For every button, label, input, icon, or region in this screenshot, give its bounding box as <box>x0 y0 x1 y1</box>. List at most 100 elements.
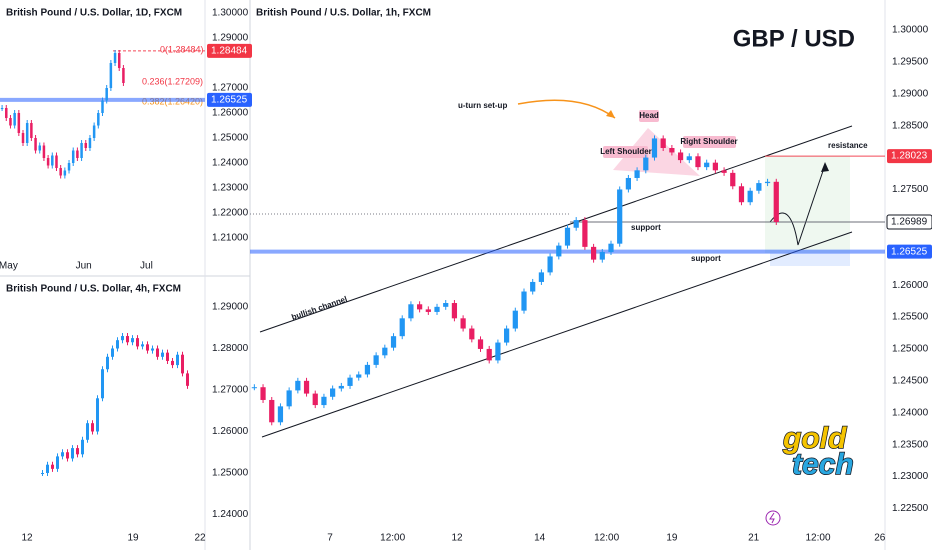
candle <box>171 360 174 366</box>
candle <box>56 456 59 469</box>
candle <box>41 472 44 474</box>
y-tick-label: 1.29000 <box>892 88 929 99</box>
candle <box>131 338 134 343</box>
candle <box>495 342 501 361</box>
candle <box>764 181 771 184</box>
annotation: support <box>691 254 721 263</box>
candle <box>91 423 94 432</box>
candle <box>156 348 159 357</box>
x-tick-label: 26 <box>874 533 886 544</box>
candle <box>151 348 154 351</box>
candle <box>390 336 397 348</box>
candle <box>486 348 492 361</box>
candle <box>330 388 336 397</box>
chart-title: British Pound / U.S. Dollar, 1D, FXCM <box>6 8 182 19</box>
fib-label: 0(1.28484) <box>160 44 204 54</box>
projection-arrowhead <box>821 162 829 172</box>
annotation: Right Shoulder <box>680 137 737 146</box>
x-tick-label: 14 <box>534 533 546 544</box>
candle <box>686 156 692 161</box>
x-tick-label: 7 <box>327 533 333 544</box>
candle <box>96 398 99 432</box>
symbol-label: GBP / USD <box>733 25 855 52</box>
candle <box>408 304 414 319</box>
candle <box>116 340 119 349</box>
candle <box>417 304 423 310</box>
x-tick-label: 12:00 <box>806 533 831 544</box>
candle <box>625 177 631 190</box>
y-tick-label: 1.30000 <box>892 25 929 36</box>
candle <box>425 309 431 312</box>
candle <box>51 464 54 469</box>
logo-gold: gold <box>782 422 847 455</box>
candle <box>38 145 41 151</box>
x-tick-label: 22 <box>194 533 206 544</box>
x-tick-label: May <box>0 261 18 272</box>
chart-title: British Pound / U.S. Dollar, 4h, FXCM <box>6 284 181 295</box>
candle <box>113 53 117 63</box>
candle <box>634 170 640 178</box>
y-tick-label: 1.27500 <box>892 184 929 195</box>
uturn-arrow <box>517 99 616 119</box>
candle <box>25 123 29 143</box>
candle <box>669 147 675 153</box>
candle <box>117 53 121 68</box>
alert-bolt <box>769 512 775 524</box>
candle <box>443 303 449 307</box>
candle <box>80 143 83 158</box>
candle <box>773 181 779 222</box>
candle <box>590 246 597 260</box>
label-box <box>603 146 648 158</box>
price-tag-label: 1.28484 <box>211 46 248 57</box>
candle <box>67 163 71 171</box>
candle <box>121 336 124 341</box>
candle <box>13 113 16 126</box>
y-tick-label: 1.22000 <box>212 208 249 219</box>
candle <box>101 369 104 399</box>
candle <box>111 348 114 357</box>
candle <box>97 113 100 126</box>
candle <box>364 364 371 375</box>
x-tick-label: 12 <box>21 533 33 544</box>
y-tick-label: 1.22500 <box>892 503 929 514</box>
candle <box>547 256 553 273</box>
y-tick-label: 1.23000 <box>212 183 249 194</box>
candle <box>469 328 475 340</box>
y-tick-label: 1.24000 <box>212 509 249 520</box>
candle <box>460 318 466 329</box>
resistance-zone <box>765 156 850 253</box>
y-tick-label: 1.29000 <box>212 302 249 313</box>
y-tick-label: 1.29500 <box>892 57 929 68</box>
y-tick-label: 1.25000 <box>212 133 249 144</box>
candle <box>59 168 62 176</box>
y-tick-label: 1.26000 <box>212 108 249 119</box>
annotation: u-turn set-up <box>458 101 507 110</box>
candle <box>338 385 344 389</box>
candle <box>105 88 108 101</box>
channel-lower <box>261 231 853 438</box>
candle <box>5 108 8 118</box>
candle <box>141 344 144 347</box>
x-tick-label: 19 <box>666 533 678 544</box>
y-tick-label: 1.23500 <box>892 439 929 450</box>
candle <box>677 152 684 161</box>
annotation: support <box>631 223 661 232</box>
candle <box>51 155 54 166</box>
candle <box>504 328 510 343</box>
candle <box>81 439 84 455</box>
candle <box>530 281 536 292</box>
candle <box>582 220 588 247</box>
candle <box>695 156 701 168</box>
candle <box>126 336 129 343</box>
candle <box>186 373 189 386</box>
candle <box>277 406 284 423</box>
y-tick-label: 1.27000 <box>212 83 249 94</box>
y-tick-label: 1.25000 <box>892 344 929 355</box>
candle <box>146 344 149 351</box>
candle <box>55 155 58 168</box>
candle <box>651 138 658 158</box>
price-tag-label: 1.28023 <box>891 151 928 162</box>
candle <box>564 227 571 246</box>
